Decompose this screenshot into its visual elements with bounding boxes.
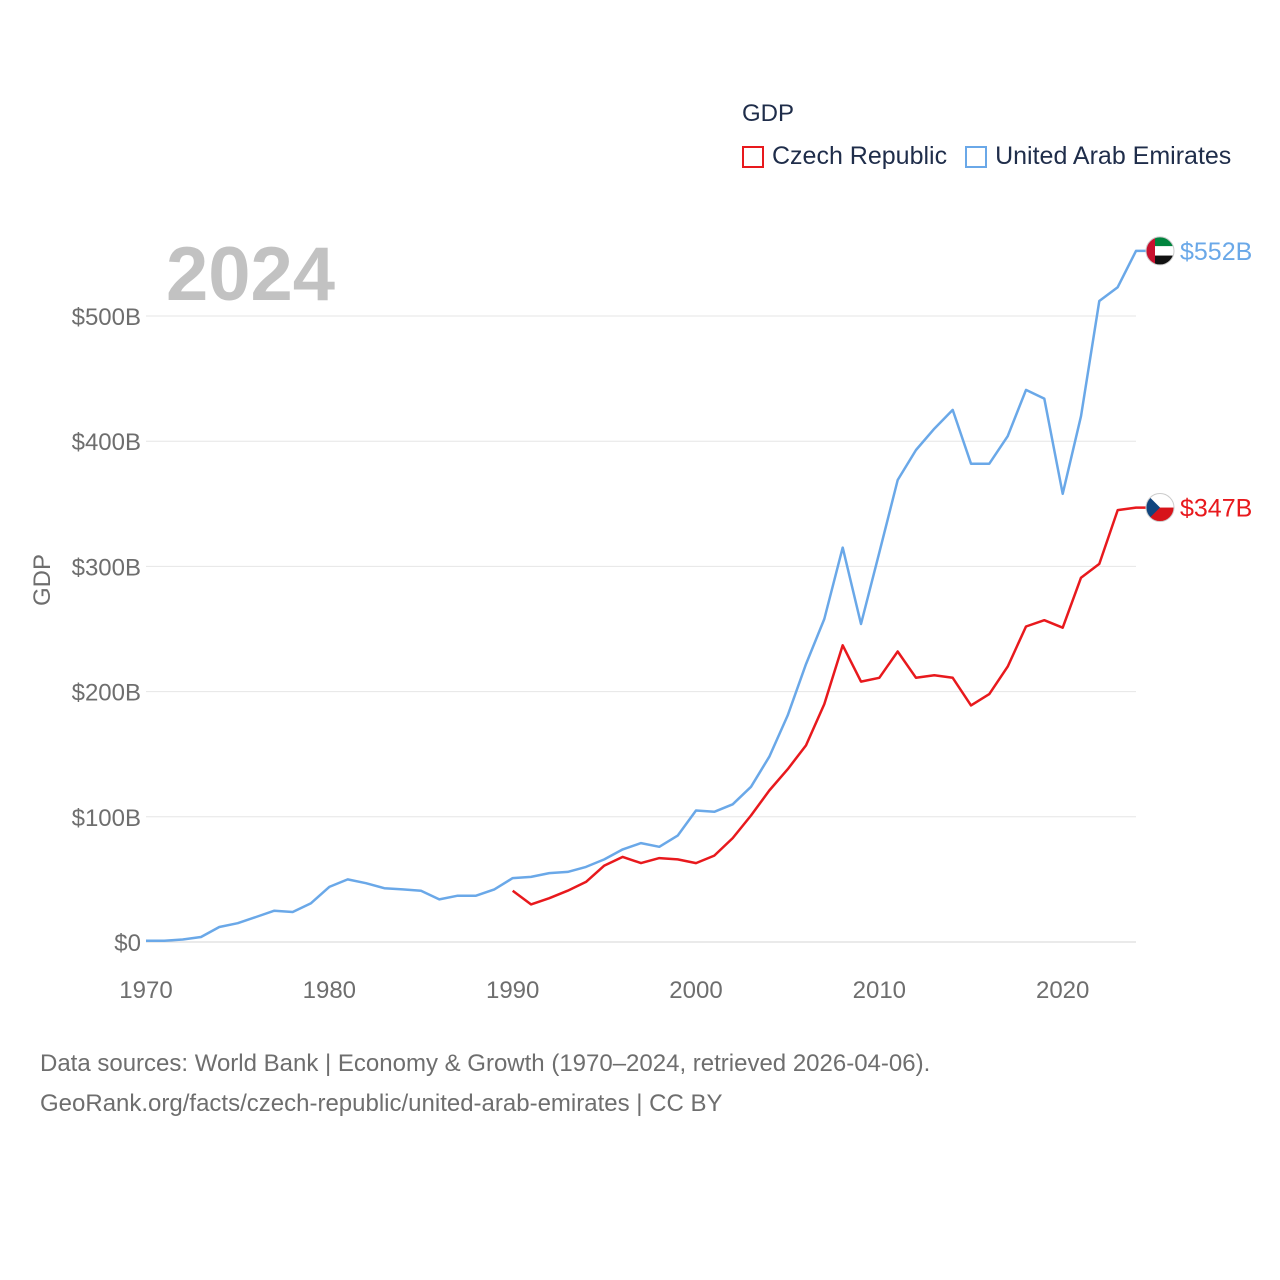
x-tick-label: 2000 [669, 977, 722, 1004]
grid-lines [146, 315, 1136, 943]
legend: Czech Republic United Arab Emirates [742, 142, 1249, 171]
end-value-label: $347B [1180, 495, 1252, 523]
y-tick-label: $500B [72, 304, 141, 331]
y-axis-label: GDP [29, 554, 56, 606]
x-axis-ticks: 1970 1980 1990 2000 2010 2020 [119, 977, 1089, 1004]
y-axis-ticks: $0 $100B $200B $300B $400B $500B [72, 304, 141, 957]
legend-label-czech-republic: Czech Republic [772, 142, 948, 170]
y-tick-label: $200B [72, 680, 141, 707]
data-source-note: Data sources: World Bank | Economy & Gro… [40, 1044, 930, 1124]
legend-swatch-united-arab-emirates [965, 145, 988, 168]
y-tick-label: $400B [72, 429, 141, 456]
series-lines [146, 249, 1146, 942]
x-tick-label: 1980 [303, 977, 356, 1004]
source-line-2[interactable]: GeoRank.org/facts/czech-republic/united-… [40, 1090, 723, 1117]
czech-flag-icon [1145, 493, 1175, 523]
series-line-united-arab-emirates [146, 249, 1146, 942]
x-tick-label: 2020 [1036, 977, 1089, 1004]
legend-item-united-arab-emirates[interactable]: United Arab Emirates [965, 142, 1231, 171]
series-line-czech-republic [511, 506, 1146, 906]
x-tick-label: 1990 [486, 977, 539, 1004]
x-tick-label: 1970 [119, 977, 172, 1004]
uae-flag-icon [1145, 236, 1175, 266]
legend-label-united-arab-emirates: United Arab Emirates [995, 142, 1232, 170]
legend-swatch-czech-republic [742, 145, 764, 168]
series-end-markers: $347B $552B [1145, 236, 1252, 523]
source-line-1: Data sources: World Bank | Economy & Gro… [40, 1050, 931, 1077]
y-tick-label: $100B [72, 805, 141, 832]
end-value-label: $552B [1180, 238, 1252, 266]
legend-title: GDP [742, 100, 795, 127]
y-tick-label: $0 [114, 930, 141, 957]
legend-item-czech-republic[interactable]: Czech Republic [742, 142, 947, 171]
y-tick-label: $300B [72, 554, 141, 581]
year-label: 2024 [166, 232, 335, 317]
x-tick-label: 2010 [853, 977, 906, 1004]
